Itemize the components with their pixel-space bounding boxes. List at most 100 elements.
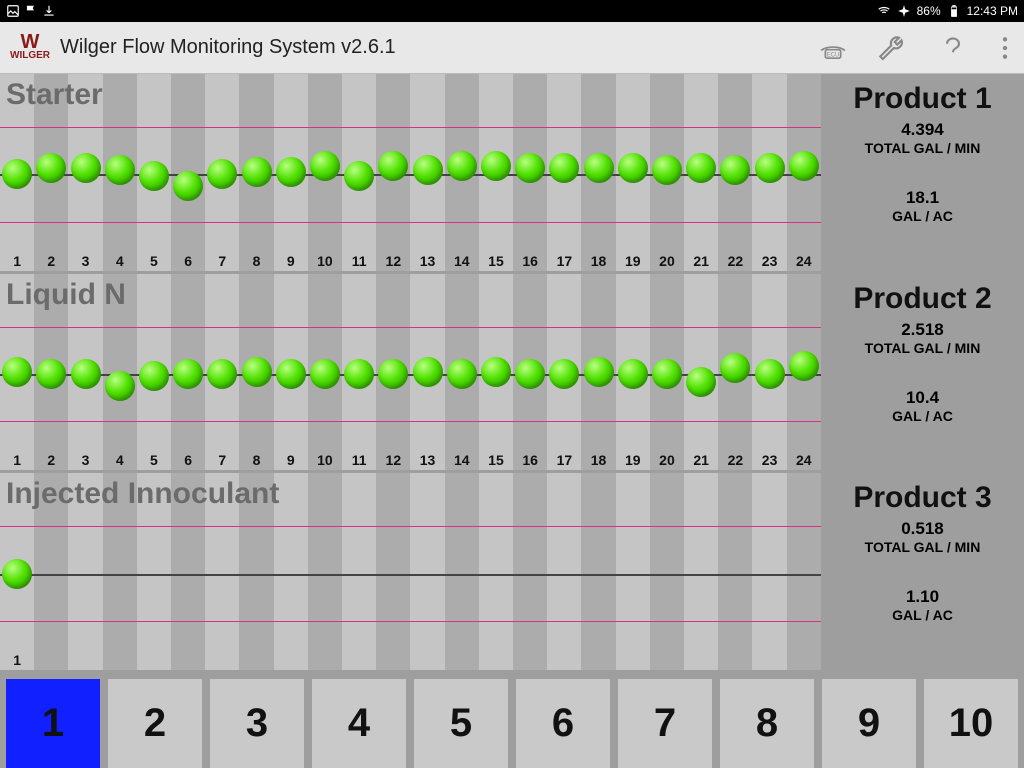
flow-ball (139, 161, 169, 191)
column-tick: 13 (410, 253, 444, 269)
battery-percent: 86% (917, 4, 941, 18)
column-tick (718, 652, 752, 668)
column-tick: 10 (308, 452, 342, 468)
product-rate-label: GAL / AC (821, 208, 1024, 224)
section-button-4[interactable]: 4 (312, 679, 406, 768)
column-tick: 23 (752, 253, 786, 269)
flow-ball (105, 155, 135, 185)
section-button-8[interactable]: 8 (720, 679, 814, 768)
flow-ball (310, 151, 340, 181)
column-tick: 16 (513, 253, 547, 269)
flow-ball (686, 153, 716, 183)
column-tick: 11 (342, 253, 376, 269)
product-total-value: 2.518 (821, 320, 1024, 340)
column-tick: 9 (274, 253, 308, 269)
column-tick (616, 652, 650, 668)
column-tick (650, 652, 684, 668)
image-icon (6, 4, 20, 18)
product-rate-label: GAL / AC (821, 408, 1024, 424)
section-button-5[interactable]: 5 (414, 679, 508, 768)
section-button-10[interactable]: 10 (924, 679, 1018, 768)
flow-ball (755, 359, 785, 389)
column-tick: 12 (376, 452, 410, 468)
flow-ball (549, 153, 579, 183)
flow-ball (2, 357, 32, 387)
flow-ball (755, 153, 785, 183)
flow-ball (378, 359, 408, 389)
flow-ball (71, 359, 101, 389)
section-button-3[interactable]: 3 (210, 679, 304, 768)
flow-ball (71, 153, 101, 183)
column-tick (342, 652, 376, 668)
column-tick: 8 (239, 253, 273, 269)
app-title: Wilger Flow Monitoring System v2.6.1 (60, 36, 396, 59)
flow-ball (344, 359, 374, 389)
flow-ball (276, 359, 306, 389)
section-button-6[interactable]: 6 (516, 679, 610, 768)
flow-ball (378, 151, 408, 181)
product-rate-value: 1.10 (821, 587, 1024, 607)
clock-time: 12:43 PM (967, 4, 1018, 18)
product-panel-1[interactable]: Product 14.394TOTAL GAL / MIN18.1GAL / A… (821, 74, 1024, 274)
flow-ball (515, 359, 545, 389)
column-tick: 19 (616, 452, 650, 468)
column-tick: 4 (103, 452, 137, 468)
flow-ball (789, 151, 819, 181)
column-tick (205, 652, 239, 668)
flow-ball (276, 157, 306, 187)
column-tick: 24 (787, 253, 821, 269)
column-tick (547, 652, 581, 668)
column-tick: 21 (684, 253, 718, 269)
column-tick: 9 (274, 452, 308, 468)
column-tick (513, 652, 547, 668)
product-rate-value: 18.1 (821, 188, 1024, 208)
flag-icon (24, 4, 38, 18)
flow-ball (584, 357, 614, 387)
product-total-label: TOTAL GAL / MIN (821, 539, 1024, 555)
column-tick: 2 (34, 253, 68, 269)
ecu-icon[interactable]: ECU (816, 35, 850, 61)
flow-ball (447, 359, 477, 389)
column-tick: 10 (308, 253, 342, 269)
section-button-7[interactable]: 7 (618, 679, 712, 768)
column-tick: 1 (0, 452, 34, 468)
overflow-menu-icon[interactable] (996, 35, 1014, 61)
flow-ball (481, 151, 511, 181)
column-tick: 15 (479, 253, 513, 269)
section-button-9[interactable]: 9 (822, 679, 916, 768)
wilger-logo: W WILGER (10, 33, 50, 63)
column-tick (239, 652, 273, 668)
section-button-1[interactable]: 1 (6, 679, 100, 768)
flow-ball (173, 171, 203, 201)
flow-chart-1[interactable]: Liquid N12345678910111213141516171819202… (0, 274, 821, 474)
help-icon[interactable] (936, 35, 970, 61)
product-panel-2[interactable]: Product 22.518TOTAL GAL / MIN10.4GAL / A… (821, 274, 1024, 474)
flow-ball (720, 353, 750, 383)
wrench-icon[interactable] (876, 35, 910, 61)
flow-ball (549, 359, 579, 389)
flow-ball (207, 159, 237, 189)
column-tick: 17 (547, 452, 581, 468)
column-tick: 3 (68, 452, 102, 468)
flow-chart-0[interactable]: Starter123456789101112131415161718192021… (0, 74, 821, 274)
column-tick (787, 652, 821, 668)
flow-ball (789, 351, 819, 381)
flow-ball (310, 359, 340, 389)
column-tick (274, 652, 308, 668)
flow-chart-2[interactable]: Injected Innoculant1 (0, 473, 821, 673)
product-title: Product 1 (821, 82, 1024, 116)
section-bar: 12345678910 (0, 673, 1024, 768)
column-tick: 1 (0, 652, 34, 668)
flow-ball (2, 159, 32, 189)
column-tick (684, 652, 718, 668)
product-panel-3[interactable]: Product 30.518TOTAL GAL / MIN1.10GAL / A… (821, 473, 1024, 673)
column-tick (410, 652, 444, 668)
flow-ball (618, 359, 648, 389)
column-tick: 4 (103, 253, 137, 269)
flow-ball (652, 359, 682, 389)
battery-icon (947, 4, 961, 18)
product-total-label: TOTAL GAL / MIN (821, 140, 1024, 156)
column-tick: 5 (137, 253, 171, 269)
product-rate-value: 10.4 (821, 388, 1024, 408)
section-button-2[interactable]: 2 (108, 679, 202, 768)
